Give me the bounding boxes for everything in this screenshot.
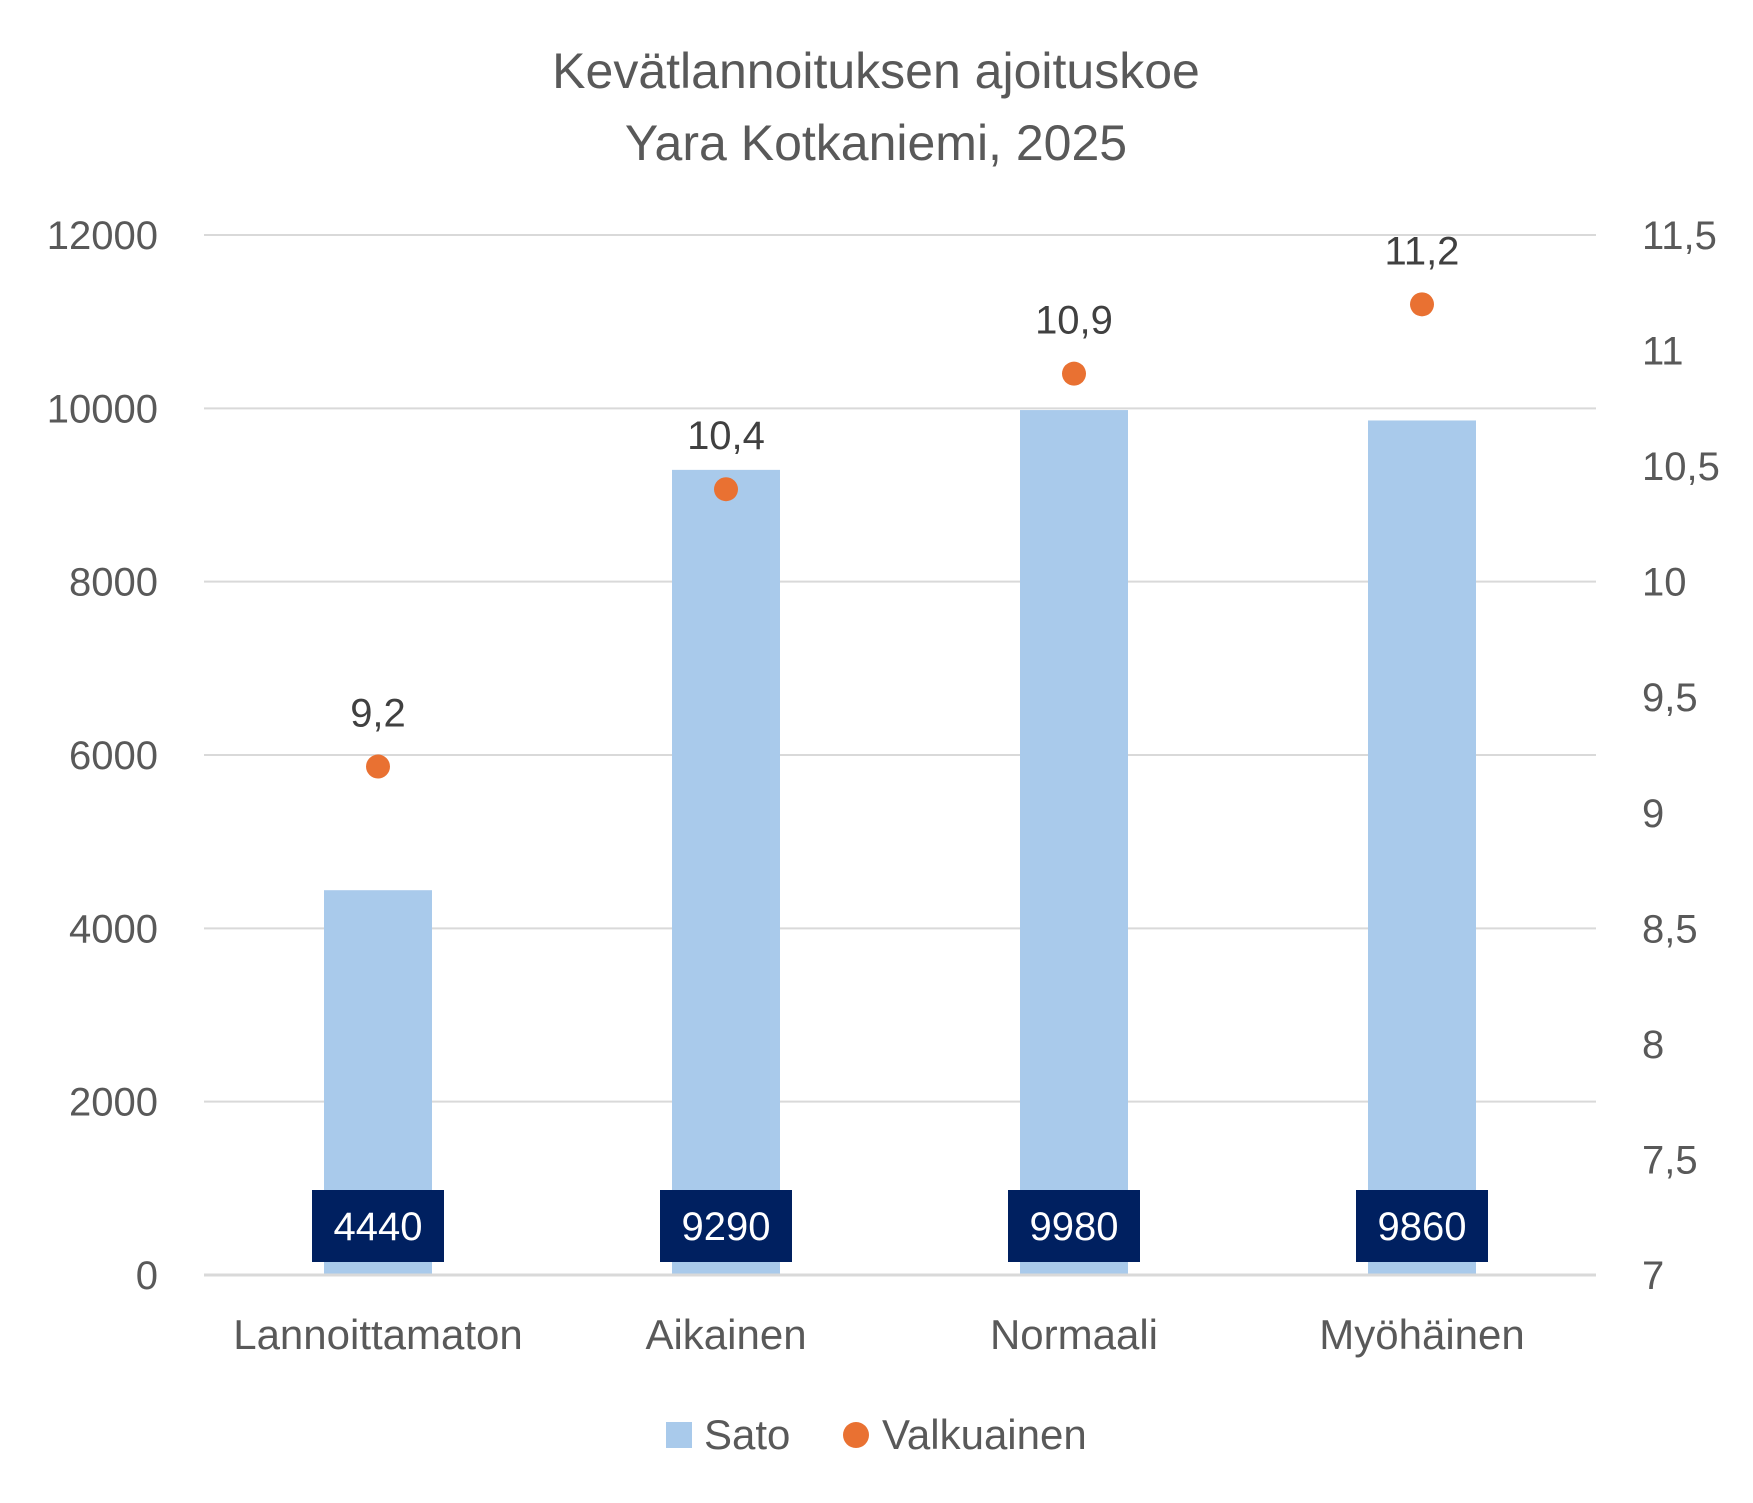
bar-label-box [660,1190,792,1262]
left-tick-label: 6000 [69,734,158,778]
right-tick-label: 10 [1642,561,1687,605]
left-axis-ticks: 0 2000 4000 6000 8000 10000 12000 [47,214,158,1298]
left-tick-label: 12000 [47,214,158,258]
bar-value-label: 9980 [1030,1205,1119,1249]
right-axis-ticks: 7 7,5 8 8,5 9 9,5 10 10,5 11 11,5 [1642,214,1720,1298]
gridlines [204,234,1596,1103]
right-tick-label: 9,5 [1642,676,1698,720]
data-point [1410,292,1434,317]
right-tick-label: 10,5 [1642,445,1720,489]
legend-swatch-sato [666,1422,692,1448]
category-label: Lannoittamaton [233,1311,523,1358]
left-tick-label: 0 [136,1254,158,1298]
left-tick-label: 2000 [69,1081,158,1125]
bar [1368,420,1476,1275]
right-tick-label: 9 [1642,792,1664,836]
bar-label-box [1008,1190,1140,1262]
category-label: Myöhäinen [1319,1311,1524,1358]
chart-title-line-1: Kevätlannoituksen ajoituskoe [552,43,1200,99]
bar-value-label: 9860 [1378,1205,1467,1249]
point-value-label: 11,2 [1385,229,1460,273]
data-point [714,477,738,502]
point-value-label: 9,2 [350,692,406,736]
bar-value-label: 9290 [682,1205,771,1249]
legend-label-sato: Sato [704,1411,790,1458]
point-series: 9,2 10,4 10,9 11,2 [350,229,1460,779]
legend: Sato Valkuainen [666,1411,1087,1458]
category-label: Normaali [990,1311,1158,1358]
bar-label-box [312,1190,444,1262]
bar-data-labels: 4440 9290 9980 9860 [312,1190,1488,1262]
data-point [366,754,390,779]
data-point [1062,361,1086,386]
left-tick-label: 10000 [47,387,158,431]
category-labels: Lannoittamaton Aikainen Normaali Myöhäinen [233,1311,1525,1358]
point-value-label: 10,9 [1035,299,1113,343]
legend-label-valkuainen: Valkuainen [882,1411,1087,1458]
legend-swatch-valkuainen [843,1422,869,1448]
right-tick-label: 11,5 [1642,214,1717,258]
chart-title-line-2: Yara Kotkaniemi, 2025 [625,115,1127,171]
bar-label-box [1356,1190,1488,1262]
right-tick-label: 8,5 [1642,907,1698,951]
right-tick-label: 7,5 [1642,1138,1698,1182]
left-tick-label: 4000 [69,907,158,951]
bar-value-label: 4440 [334,1205,423,1249]
point-value-label: 10,4 [687,414,765,458]
left-tick-label: 8000 [69,561,158,605]
right-tick-label: 11 [1642,330,1684,374]
right-tick-label: 8 [1642,1023,1664,1067]
category-label: Aikainen [645,1311,806,1358]
bar-series [324,410,1476,1276]
bar [672,469,780,1275]
right-tick-label: 7 [1642,1254,1664,1298]
bar [1020,410,1128,1276]
